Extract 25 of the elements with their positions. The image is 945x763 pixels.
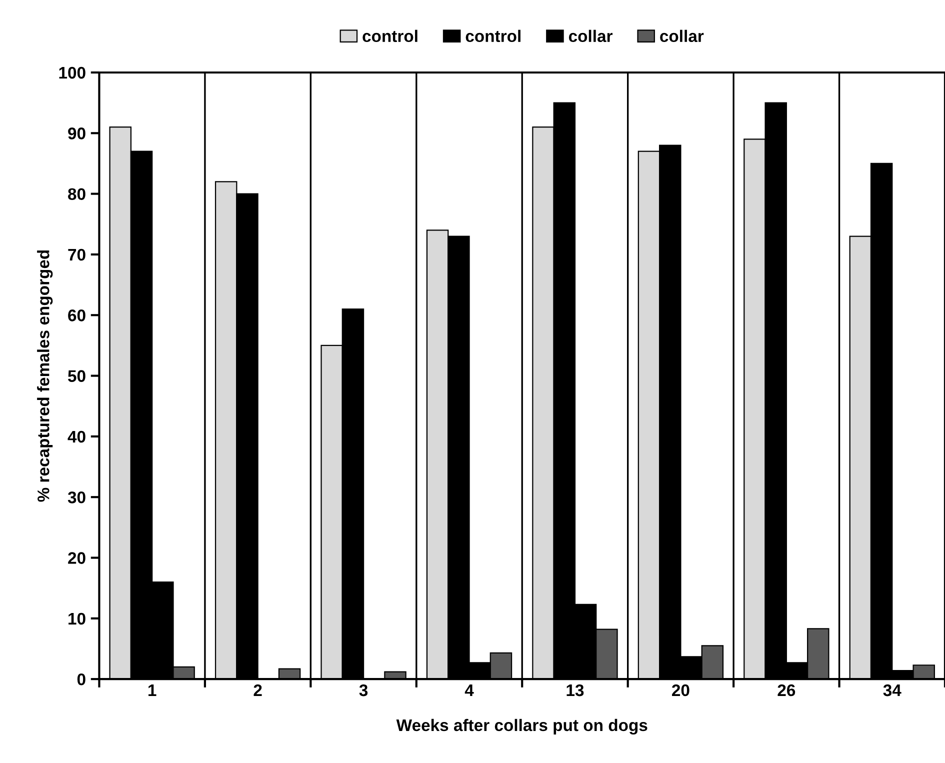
x-tick-label: 34 xyxy=(883,684,902,696)
y-tick-label: 10 xyxy=(68,612,86,625)
x-axis-title: Weeks after collars put on dogs xyxy=(396,718,648,735)
x-tick-label: 20 xyxy=(672,684,690,696)
legend-label: control xyxy=(466,30,520,42)
y-tick-label: 60 xyxy=(68,310,86,322)
x-tick-label: 1 xyxy=(148,684,156,696)
y-tick-label: 90 xyxy=(68,128,86,140)
x-tick-label: 4 xyxy=(464,684,474,696)
x-tick-label: 13 xyxy=(566,684,584,696)
legend-label: control xyxy=(362,30,418,42)
x-tick-label: 3 xyxy=(359,684,368,696)
legend-label: collar xyxy=(568,30,613,42)
y-tick-label: 40 xyxy=(68,430,86,443)
x-tick-label: 2 xyxy=(254,684,262,696)
y-tick-label: 20 xyxy=(68,552,86,564)
y-axis-title: % recaptured females engorged xyxy=(37,250,53,502)
x-tick-label: 26 xyxy=(778,684,796,696)
y-tick-label: 70 xyxy=(68,248,86,261)
legend-label: collar xyxy=(660,30,704,42)
y-tick-label: 30 xyxy=(68,491,86,504)
y-tick-label: 100 xyxy=(59,66,86,79)
y-tick-label: 50 xyxy=(68,370,86,382)
y-tick-label: 80 xyxy=(68,188,86,200)
y-tick-label: 0 xyxy=(77,673,86,686)
